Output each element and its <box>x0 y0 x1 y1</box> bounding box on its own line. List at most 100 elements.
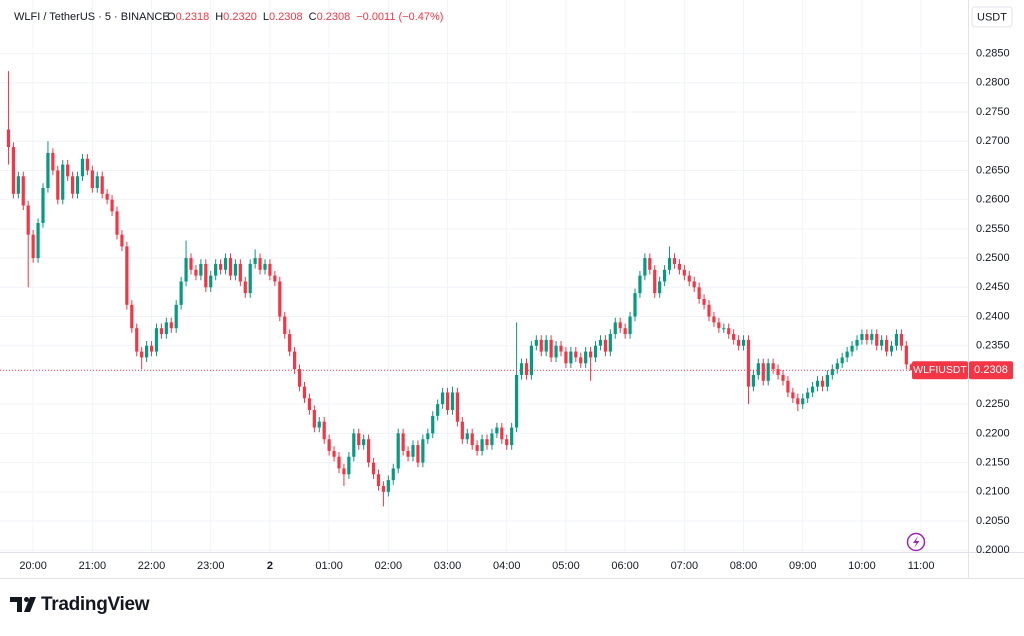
y-tick-label: 0.2000 <box>976 544 1010 556</box>
candle-body <box>26 205 30 235</box>
y-tick-label: 0.2350 <box>976 340 1010 352</box>
candle-body <box>850 345 854 352</box>
candle-body <box>75 176 80 194</box>
currency-box[interactable] <box>971 6 1013 28</box>
candle-body <box>228 258 233 276</box>
candle-body <box>490 433 494 446</box>
candle-body <box>6 129 11 148</box>
candle-body <box>825 374 830 387</box>
candle-body <box>662 269 667 282</box>
x-tick-label: 23:00 <box>197 560 225 572</box>
candle-body <box>899 334 904 346</box>
x-tick-label: 06:00 <box>611 560 639 572</box>
candle-body <box>391 468 395 481</box>
candle-body <box>529 345 534 375</box>
candle-body <box>46 152 50 188</box>
y-tick-label: 0.2100 <box>976 486 1010 498</box>
candle-body <box>317 421 321 428</box>
x-tick-label: 2 <box>267 560 273 572</box>
candle-body <box>189 258 193 270</box>
x-tick-label: 05:00 <box>552 560 580 572</box>
ohlc-value: 0.2320 <box>223 11 257 23</box>
ohlc-key: L <box>263 11 269 23</box>
ohlc-value: 0.2308 <box>269 11 303 23</box>
candle-body <box>608 334 612 352</box>
candle-body <box>860 334 864 340</box>
candle-body <box>796 398 800 405</box>
candle-body <box>475 445 479 451</box>
candle-body <box>465 433 469 440</box>
candle-body <box>332 450 336 457</box>
candle-body <box>371 462 376 475</box>
ohlc-key: C <box>309 11 317 23</box>
candle-body <box>154 328 159 352</box>
y-tick-label: 0.2450 <box>976 281 1010 293</box>
lightning-bolt <box>913 536 920 548</box>
price-tag-bg <box>969 361 1013 380</box>
candle-body <box>909 364 913 371</box>
candle-body <box>426 433 430 440</box>
y-tick-label: 0.2500 <box>976 252 1010 264</box>
candle-body <box>588 351 593 358</box>
brand-name: TradingView <box>41 594 150 615</box>
candle-body <box>342 468 346 475</box>
candle-body <box>810 386 815 393</box>
candle-body <box>396 433 400 469</box>
candle-body <box>820 380 825 387</box>
y-tick-label: 0.2650 <box>976 164 1010 176</box>
x-tick-label: 09:00 <box>789 560 817 572</box>
candle-body <box>736 339 741 346</box>
symbol: WLFI / TetherUS · 5 · BINANCE <box>14 11 170 23</box>
candle-body <box>347 456 351 475</box>
candle-body <box>667 258 672 270</box>
candle-body <box>302 386 307 399</box>
ohlc-value: 0.2318 <box>176 11 210 23</box>
candle-body <box>204 263 208 288</box>
candle-body <box>411 445 415 457</box>
candle-body <box>174 304 178 329</box>
candle-body <box>894 334 899 346</box>
logo-part <box>10 597 22 612</box>
x-tick-label: 10:00 <box>848 560 876 572</box>
candle-body <box>677 263 682 270</box>
candle-body <box>672 258 677 264</box>
candle-body <box>840 357 844 364</box>
candle-body <box>164 322 168 335</box>
candle-body <box>717 322 721 329</box>
candle-body <box>658 281 662 294</box>
candle-body <box>51 152 55 171</box>
candle-body <box>835 363 839 370</box>
x-tick-label: 20:00 <box>19 560 47 572</box>
currency: USDT <box>977 11 1007 23</box>
candle-body <box>431 415 435 434</box>
x-tick-label: 08:00 <box>730 560 758 572</box>
candle-body <box>564 351 568 364</box>
candle-body <box>687 275 691 282</box>
candle-body <box>648 258 652 270</box>
y-tick-label: 0.2250 <box>976 398 1010 410</box>
candle-body <box>31 234 35 259</box>
candle-body <box>283 316 287 335</box>
candle-body <box>875 334 879 346</box>
candle-body <box>801 398 805 405</box>
candle-body <box>85 158 90 171</box>
change: −0.0011 (−0.47%) <box>356 11 443 23</box>
candle-body <box>855 339 859 346</box>
candle-body <box>830 369 834 375</box>
candle-body <box>741 339 746 346</box>
candle-body <box>806 392 810 399</box>
candle-body <box>238 263 242 282</box>
y-tick-label: 0.2200 <box>976 427 1010 439</box>
candle-body <box>495 427 499 434</box>
candle-body <box>554 345 558 358</box>
candle-body <box>218 263 223 270</box>
candle-body <box>756 363 760 375</box>
candle-body <box>445 392 450 411</box>
lightning-icon[interactable] <box>906 532 926 552</box>
candle-body <box>36 223 40 259</box>
x-tick-label: 07:00 <box>671 560 699 572</box>
candle-body <box>21 176 25 206</box>
candle-body <box>268 263 272 276</box>
brand-logo <box>10 597 36 612</box>
candle-body <box>776 369 780 375</box>
